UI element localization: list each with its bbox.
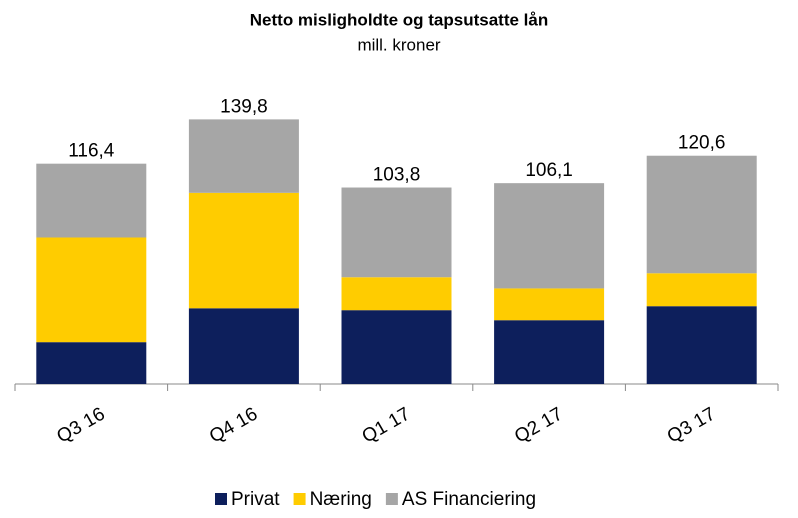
chart-title: Netto misligholdte og tapsutsatte lån — [250, 10, 548, 29]
total-label: 120,6 — [678, 133, 726, 154]
total-label: 103,8 — [373, 165, 421, 186]
legend-label: AS Financiering — [402, 489, 536, 510]
x-tick-label: Q1 17 — [359, 404, 414, 448]
legend-swatch — [215, 493, 227, 505]
bar-segment — [341, 310, 452, 384]
legend-label: Næring — [310, 489, 372, 510]
total-label: 139,8 — [220, 96, 268, 117]
bar-segment — [188, 192, 299, 309]
bar-segment — [646, 155, 757, 274]
bar-segment — [36, 163, 147, 238]
total-label: 116,4 — [68, 141, 115, 162]
bar-segment — [494, 183, 605, 289]
bar-segment — [36, 342, 147, 384]
total-label: 106,1 — [525, 160, 573, 181]
bar-segment — [494, 288, 605, 321]
legend-label: Privat — [231, 489, 280, 510]
bar-segment — [646, 273, 757, 307]
chart-subtitle: mill. kroner — [357, 35, 440, 54]
bar-segment — [646, 306, 757, 384]
bar-segment — [188, 119, 299, 193]
legend-swatch — [385, 493, 398, 505]
bar-segment — [494, 320, 605, 384]
x-tick-label: Q3 17 — [664, 404, 719, 448]
x-tick-label: Q3 16 — [53, 404, 108, 448]
x-tick-label: Q4 16 — [206, 404, 261, 448]
bar-segment — [341, 277, 452, 311]
bar-segment — [188, 308, 299, 384]
legend-swatch — [293, 493, 306, 505]
bar-segment — [36, 237, 147, 343]
x-tick-label: Q2 17 — [511, 404, 566, 448]
bar-segment — [341, 187, 452, 278]
